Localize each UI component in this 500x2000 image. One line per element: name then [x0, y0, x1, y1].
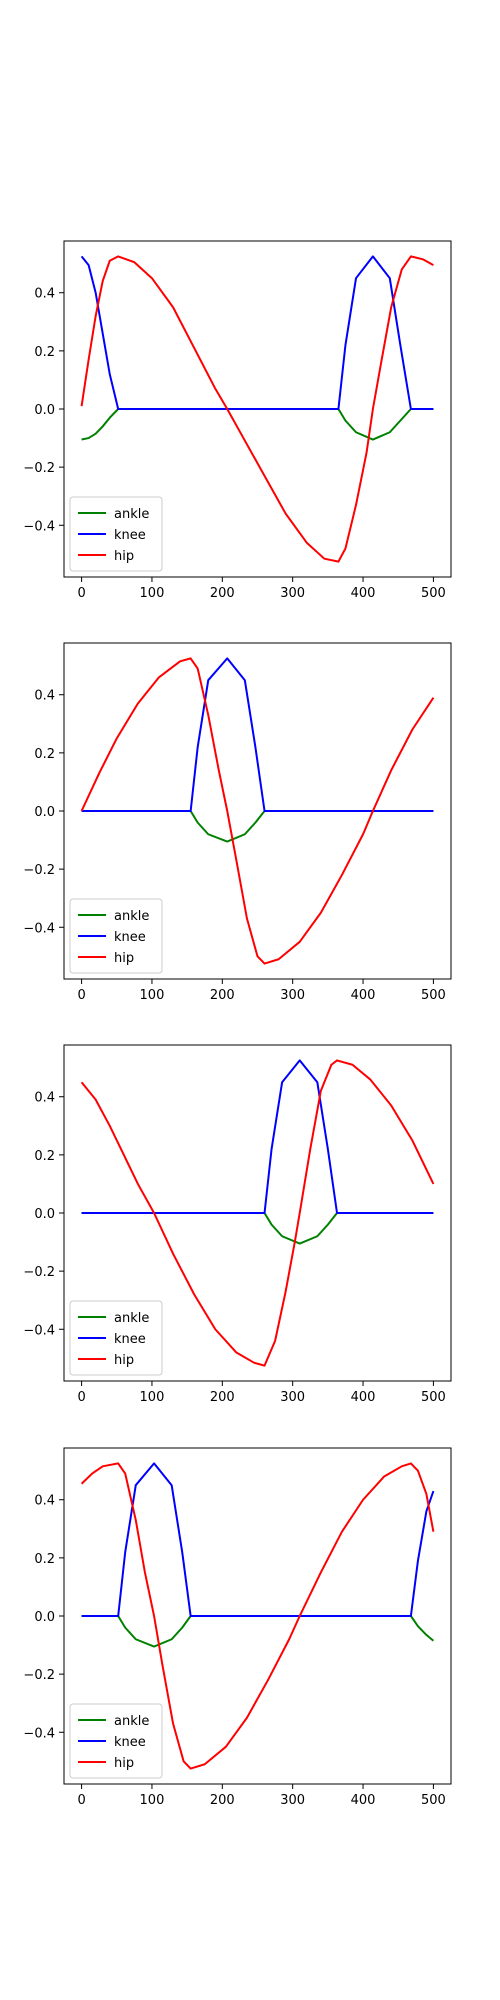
legend: ankle knee hip — [69, 898, 163, 974]
legend-label-ankle: ankle — [114, 1311, 149, 1326]
y-tick-label: −0.4 — [23, 519, 55, 534]
y-tick-label: −0.4 — [23, 1726, 55, 1741]
legend-box — [69, 1300, 163, 1376]
legend-label-knee: knee — [114, 1735, 146, 1750]
x-tick-label: 400 — [351, 586, 376, 601]
series-line-ankle — [81, 408, 434, 441]
series-line-ankle — [81, 1212, 434, 1245]
series-line-knee — [81, 1059, 434, 1214]
x-tick-label: 100 — [140, 988, 165, 1003]
legend-label-ankle: ankle — [114, 909, 149, 924]
x-tick-label: 300 — [280, 1793, 305, 1808]
x-tick-label: 100 — [140, 1793, 165, 1808]
x-tick-label: 200 — [210, 1793, 235, 1808]
y-tick-label: 0.2 — [34, 747, 55, 762]
legend: ankle knee hip — [69, 1300, 163, 1376]
legend-label-ankle: ankle — [114, 1714, 149, 1729]
x-tick-label: 0 — [77, 1390, 85, 1405]
legend-label-hip: hip — [114, 549, 134, 564]
x-tick-label: 400 — [351, 1390, 376, 1405]
x-tick-label: 300 — [280, 988, 305, 1003]
y-tick-label: 0.2 — [34, 1552, 55, 1567]
y-tick-label: 0.0 — [34, 403, 55, 418]
legend-label-knee: knee — [114, 528, 146, 543]
y-tick-label: 0.4 — [34, 1091, 55, 1106]
y-tick-label: 0.4 — [34, 1494, 55, 1509]
x-tick-label: 100 — [140, 586, 165, 601]
chart-3: 0 100 200 300 400 500 −0.4 −0.2 0.0 0.2 0.4 ankle kn… — [23, 1044, 452, 1405]
series-line-hip — [80, 1462, 435, 1770]
y-tick-label: 0.2 — [34, 345, 55, 360]
y-tick-label: −0.4 — [23, 1323, 55, 1338]
y-tick-label: −0.4 — [23, 921, 55, 936]
chart-4: 0 100 200 300 400 500 −0.4 −0.2 0.0 0.2 0.4 ankle kn… — [23, 1447, 452, 1808]
x-tick-label: 0 — [77, 988, 85, 1003]
x-tick-label: 500 — [421, 586, 446, 601]
y-tick-label: 0.0 — [34, 1610, 55, 1625]
y-tick-label: 0.4 — [34, 689, 55, 704]
x-tick-label: 300 — [280, 1390, 305, 1405]
y-tick-label: −0.2 — [23, 1265, 55, 1280]
y-tick-label: −0.2 — [23, 1668, 55, 1683]
legend-box — [69, 898, 163, 974]
legend-label-hip: hip — [114, 951, 134, 966]
y-tick-label: −0.2 — [23, 461, 55, 476]
y-tick-label: 0.2 — [34, 1149, 55, 1164]
x-tick-label: 200 — [210, 1390, 235, 1405]
chart-1: 0 100 200 300 400 500 −0.4 −0.2 0.0 0.2 0.4 ankle kn… — [23, 240, 452, 601]
y-tick-label: −0.2 — [23, 863, 55, 878]
x-tick-label: 500 — [421, 1793, 446, 1808]
x-tick-label: 200 — [210, 988, 235, 1003]
x-tick-label: 0 — [77, 586, 85, 601]
x-tick-label: 400 — [351, 988, 376, 1003]
y-tick-label: 0.0 — [34, 1207, 55, 1222]
series-line-knee — [81, 1462, 435, 1617]
series-line-knee — [81, 657, 434, 812]
x-tick-label: 200 — [210, 586, 235, 601]
legend-label-knee: knee — [114, 930, 146, 945]
legend: ankle knee hip — [69, 496, 163, 572]
series-line-hip — [80, 1059, 435, 1367]
x-tick-label: 300 — [280, 586, 305, 601]
x-tick-label: 500 — [421, 988, 446, 1003]
legend-label-ankle: ankle — [114, 507, 149, 522]
legend-label-knee: knee — [114, 1332, 146, 1347]
chart-2: 0 100 200 300 400 500 −0.4 −0.2 0.0 0.2 0.4 ankle kn… — [23, 642, 452, 1003]
legend-box — [69, 1703, 163, 1779]
series-line-hip — [80, 255, 434, 563]
series-line-knee — [80, 255, 434, 410]
legend-label-hip: hip — [114, 1353, 134, 1368]
y-tick-label: 0.4 — [34, 287, 55, 302]
x-tick-label: 500 — [421, 1390, 446, 1405]
legend-label-hip: hip — [114, 1756, 134, 1771]
series-line-ankle — [81, 810, 434, 843]
series-line-hip — [80, 657, 435, 965]
x-tick-label: 0 — [77, 1793, 85, 1808]
x-tick-label: 100 — [140, 1390, 165, 1405]
y-tick-label: 0.0 — [34, 805, 55, 820]
x-tick-label: 400 — [351, 1793, 376, 1808]
legend-box — [69, 496, 163, 572]
legend: ankle knee hip — [69, 1703, 163, 1779]
series-line-ankle — [81, 1615, 435, 1648]
